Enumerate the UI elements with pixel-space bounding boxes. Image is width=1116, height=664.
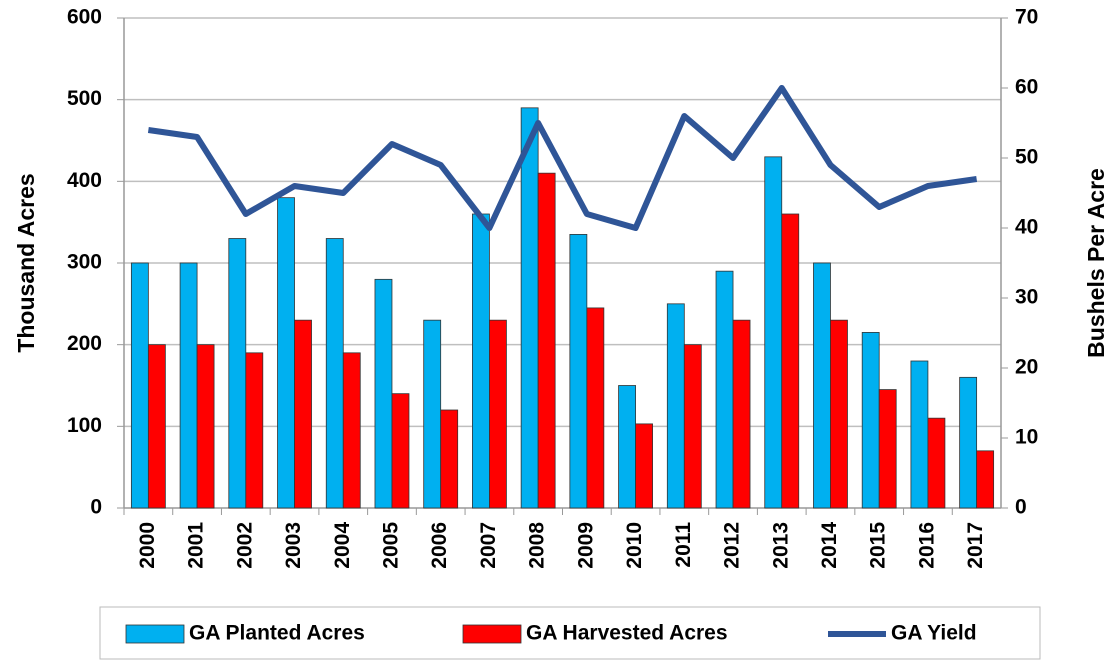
y-tick-label: 600: [67, 6, 102, 29]
bar: [179, 262, 198, 509]
bar: [666, 303, 685, 509]
x-tick-label: 2013: [769, 522, 792, 569]
x-tick-label: 2005: [380, 522, 403, 569]
x-tick-label: 2004: [331, 522, 354, 569]
bar: [423, 319, 442, 509]
y2-tick-label: 0: [1015, 496, 1027, 519]
bar: [830, 319, 848, 509]
bar: [910, 360, 929, 509]
bar: [618, 385, 636, 509]
bar: [277, 197, 295, 509]
bar: [878, 389, 897, 509]
legend-swatch: [125, 624, 185, 644]
bar: [489, 319, 507, 509]
y-axis-title: Thousand Acres: [13, 173, 39, 352]
y-tick-label: 0: [90, 496, 102, 519]
legend-label: GA Yield: [891, 622, 977, 645]
bar: [147, 344, 166, 509]
x-tick-label: 2010: [623, 522, 646, 569]
bar: [927, 417, 946, 509]
legend-label: GA Planted Acres: [189, 622, 365, 645]
bar: [537, 172, 556, 509]
bar: [342, 352, 361, 509]
x-tick-label: 2014: [818, 522, 841, 569]
bar: [245, 352, 264, 509]
y-tick-label: 500: [67, 87, 102, 110]
bar: [976, 450, 995, 509]
x-tick-label: 2012: [721, 522, 744, 569]
y2-tick-label: 20: [1015, 356, 1038, 379]
bar: [130, 262, 149, 509]
x-tick-label: 2001: [185, 522, 208, 569]
x-tick-label: 2008: [526, 522, 549, 569]
bar: [228, 238, 247, 509]
bar: [813, 262, 831, 509]
x-tick-label: 2009: [574, 522, 597, 569]
x-tick-label: 2006: [428, 522, 451, 569]
y-tick-label: 200: [67, 332, 102, 355]
bar: [391, 393, 410, 509]
bar: [715, 270, 734, 509]
y-tick-label: 400: [67, 169, 102, 192]
bar: [781, 213, 800, 509]
y2-tick-label: 10: [1015, 426, 1038, 449]
bar: [764, 156, 783, 509]
bar: [374, 278, 393, 509]
y2-tick-label: 40: [1015, 216, 1038, 239]
x-tick-label: 2016: [915, 522, 938, 569]
x-tick-label: 2003: [282, 522, 305, 569]
y2-tick-label: 70: [1015, 6, 1038, 29]
bar: [732, 319, 751, 509]
y2-tick-label: 60: [1015, 76, 1038, 99]
bar: [440, 409, 459, 509]
bar: [569, 234, 588, 509]
legend-swatch: [462, 624, 522, 644]
y2-tick-label: 30: [1015, 286, 1038, 309]
line: [147, 85, 978, 231]
bar: [325, 238, 344, 509]
x-tick-label: 2002: [233, 522, 256, 569]
x-tick-label: 2007: [477, 522, 500, 569]
x-tick-label: 2000: [136, 522, 159, 569]
y-tick-label: 100: [67, 414, 102, 437]
bar: [586, 307, 605, 509]
y2-axis-title: Bushels Per Acre: [1083, 168, 1109, 358]
bar: [861, 332, 880, 509]
y2-tick-label: 50: [1015, 146, 1038, 169]
y-tick-label: 300: [67, 251, 102, 274]
bar: [635, 423, 653, 509]
bar: [472, 213, 490, 509]
x-tick-label: 2017: [964, 522, 987, 569]
x-tick-label: 2011: [672, 522, 695, 568]
bar: [959, 376, 978, 509]
bar: [520, 107, 539, 509]
x-tick-label: 2015: [867, 522, 890, 569]
bar: [196, 344, 215, 509]
bar: [683, 344, 702, 509]
legend-label: GA Harvested Acres: [526, 622, 728, 645]
bar: [294, 319, 312, 509]
